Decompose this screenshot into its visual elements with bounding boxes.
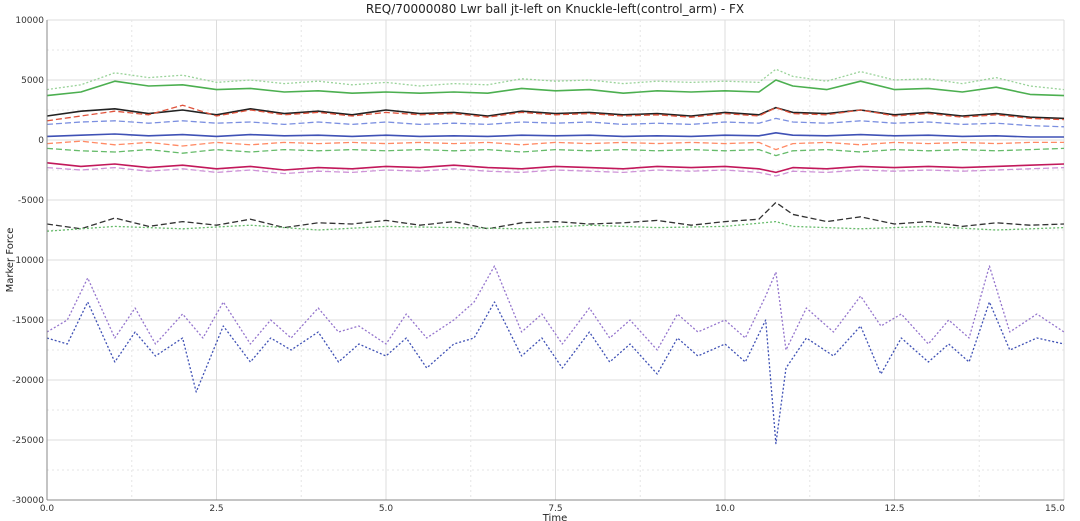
series-line <box>46 106 1065 120</box>
x-axis-label: Time <box>542 513 567 521</box>
tick-labels: 10000 5000 0 -5000 -10000 -15000 -20000 -25000 -… <box>12 16 1065 514</box>
y-tick-label: 0 <box>38 136 44 146</box>
y-tick-label: -15000 <box>12 316 44 326</box>
series-line <box>46 301 1065 445</box>
y-tick-label: -5000 <box>18 196 44 206</box>
y-tick-label: -10000 <box>12 256 44 266</box>
x-tick-label: 10.0 <box>715 504 735 514</box>
series-group <box>46 68 1065 445</box>
series-line <box>46 201 1065 230</box>
x-tick-label: 15.0 <box>1045 504 1065 514</box>
series-line <box>46 104 1065 122</box>
y-tick-label: -30000 <box>12 496 44 506</box>
y-tick-label: -20000 <box>12 376 44 386</box>
series-line <box>46 265 1065 351</box>
y-tick-label: -25000 <box>12 436 44 446</box>
series-line <box>46 166 1065 177</box>
x-tick-label: 7.5 <box>548 504 562 514</box>
chart-title: REQ/70000080 Lwr ball jt-left on Knuckle… <box>366 2 744 16</box>
y-axis-label: Marker Force <box>5 228 16 293</box>
series-line <box>46 79 1065 97</box>
axes <box>46 20 1064 501</box>
series-line <box>46 140 1064 151</box>
series-line <box>46 117 1065 128</box>
x-tick-label: 5.0 <box>379 504 394 514</box>
x-tick-label: 2.5 <box>209 504 223 514</box>
series-line <box>46 220 1065 232</box>
x-tick-label: 0.0 <box>40 504 55 514</box>
y-tick-label: 5000 <box>21 76 44 86</box>
series-line <box>46 147 1065 157</box>
series-line <box>46 132 1064 138</box>
x-tick-label: 12.5 <box>884 504 904 514</box>
y-tick-label: 10000 <box>15 16 44 26</box>
series-line <box>46 162 1065 174</box>
